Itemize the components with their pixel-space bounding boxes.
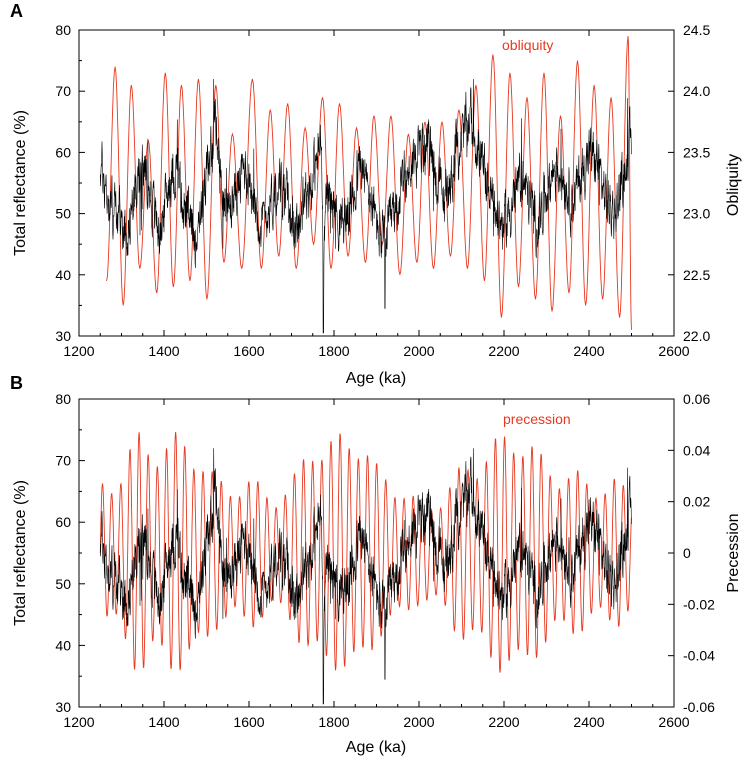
y2-tick-label: 22.0 <box>683 328 710 344</box>
series-total-reflectance-line <box>100 448 632 705</box>
x-tick-label: 1600 <box>233 343 264 359</box>
y2-tick-label: 0 <box>683 545 691 561</box>
panel-a-series <box>100 36 632 334</box>
y-tick-label: 60 <box>55 144 71 160</box>
panel-b-legend-precession: precession <box>503 411 571 427</box>
panel-a-chart: A 1200 1400 1600 1800 2000 2200 2400 2600 30 40 5… <box>10 1 742 387</box>
y2-tick-label: 24.0 <box>683 83 710 99</box>
series-obliquity-line <box>106 36 632 330</box>
panel-a-y-axis-label: Total reflectance (%) <box>12 110 29 256</box>
panel-b-y2-ticks: -0.06 -0.04 -0.02 0 0.02 0.04 0.06 <box>668 391 715 715</box>
y2-tick-label: 23.0 <box>683 206 710 222</box>
y2-tick-label: 0.06 <box>683 391 710 407</box>
panel-a-x-ticks: 1200 1400 1600 1800 2000 2200 2400 2600 <box>63 30 690 359</box>
panel-b-y-axis-label: Total reflectance (%) <box>12 480 29 626</box>
x-tick-label: 2000 <box>403 714 434 730</box>
y-tick-label: 80 <box>55 22 71 38</box>
x-tick-label: 2600 <box>658 343 689 359</box>
panel-a-y-ticks: 30 40 50 60 70 80 <box>55 22 85 344</box>
x-tick-label: 1600 <box>233 714 264 730</box>
x-tick-label: 2600 <box>658 714 689 730</box>
y2-tick-label: 23.5 <box>683 144 710 160</box>
panel-b-y-ticks: 30 40 50 60 70 80 <box>55 391 85 715</box>
panel-b-x-axis-label: Age (ka) <box>346 739 406 756</box>
panel-b-label: B <box>10 373 23 393</box>
y2-tick-label: 0.04 <box>683 442 710 458</box>
y-tick-label: 50 <box>55 206 71 222</box>
panel-a-x-axis-label: Age (ka) <box>346 370 406 387</box>
y-tick-label: 70 <box>55 83 71 99</box>
panel-a-label: A <box>10 1 23 21</box>
panel-b-x-ticks: 1200 1400 1600 1800 2000 2200 2400 2600 <box>63 399 690 730</box>
y-tick-label: 70 <box>55 453 71 469</box>
y-tick-label: 30 <box>55 699 71 715</box>
panel-b-chart: B 1200 1400 1600 1800 2000 2200 2400 2600 30 40 5… <box>10 373 742 756</box>
y-tick-label: 40 <box>55 637 71 653</box>
x-tick-label: 1200 <box>63 343 94 359</box>
panel-b-series <box>99 432 632 705</box>
x-tick-label: 1400 <box>148 714 179 730</box>
x-tick-label: 2200 <box>488 343 519 359</box>
y-tick-label: 30 <box>55 328 71 344</box>
x-tick-label: 2200 <box>488 714 519 730</box>
y-tick-label: 60 <box>55 514 71 530</box>
panel-a-legend-obliquity: obliquity <box>502 37 553 53</box>
x-tick-label: 1400 <box>148 343 179 359</box>
y2-tick-label: -0.02 <box>683 596 715 612</box>
y2-tick-label: -0.06 <box>683 699 715 715</box>
y2-tick-label: 24.5 <box>683 22 710 38</box>
y-tick-label: 50 <box>55 576 71 592</box>
panel-a-y2-ticks: 22.0 22.5 23.0 23.5 24.0 24.5 <box>668 22 710 344</box>
x-tick-label: 1200 <box>63 714 94 730</box>
panel-b-y2-axis-label: Precession <box>725 513 742 592</box>
series-total-reflectance-line <box>100 78 632 334</box>
x-tick-label: 1800 <box>318 343 349 359</box>
x-tick-label: 2000 <box>403 343 434 359</box>
y-tick-label: 40 <box>55 267 71 283</box>
y-tick-label: 80 <box>55 391 71 407</box>
series-precession-line <box>99 432 632 673</box>
x-tick-label: 2400 <box>573 714 604 730</box>
x-tick-label: 2400 <box>573 343 604 359</box>
y2-tick-label: 0.02 <box>683 494 710 510</box>
y2-tick-label: 22.5 <box>683 267 710 283</box>
y2-tick-label: -0.04 <box>683 648 715 664</box>
x-tick-label: 1800 <box>318 714 349 730</box>
panel-a-y2-axis-label: Obliquity <box>725 154 742 216</box>
